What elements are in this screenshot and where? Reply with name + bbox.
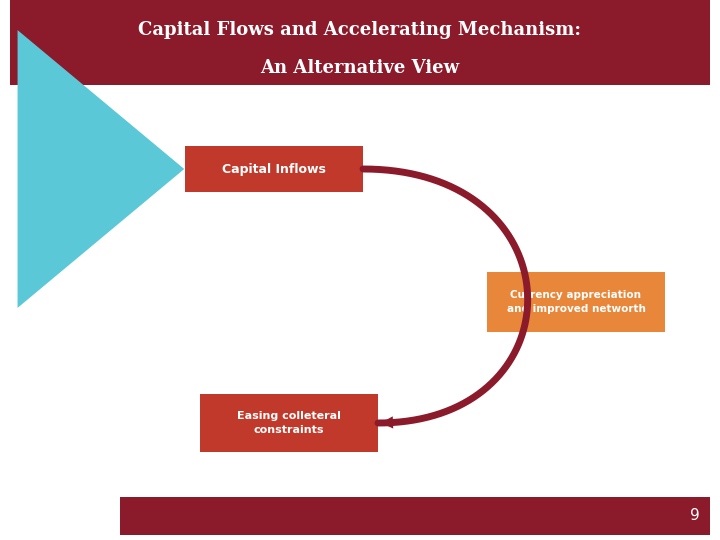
FancyBboxPatch shape [10, 0, 710, 85]
FancyBboxPatch shape [18, 140, 130, 198]
FancyBboxPatch shape [487, 272, 665, 332]
Text: Capital Flows and Accelerating Mechanism:: Capital Flows and Accelerating Mechanism… [138, 21, 582, 39]
Text: Lower Global
Interest Rates: Lower Global Interest Rates [32, 157, 116, 180]
Text: Easing colleteral
constraints: Easing colleteral constraints [237, 411, 341, 435]
Text: Capital Inflows: Capital Inflows [222, 163, 326, 176]
Text: An Alternative View: An Alternative View [261, 59, 459, 77]
Text: 9: 9 [690, 509, 700, 523]
Text: Currency appreciation
and improved networth: Currency appreciation and improved netwo… [507, 291, 645, 314]
FancyBboxPatch shape [120, 497, 710, 535]
FancyBboxPatch shape [185, 146, 363, 192]
FancyBboxPatch shape [200, 394, 378, 452]
